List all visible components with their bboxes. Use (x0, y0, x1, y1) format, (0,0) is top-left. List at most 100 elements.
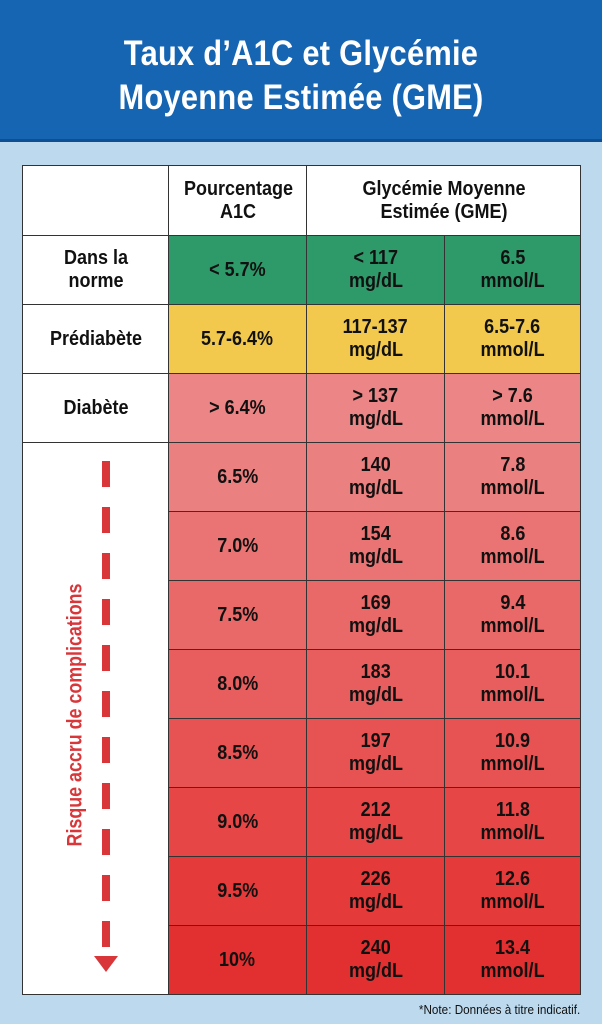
cell-text: mg/dL (348, 822, 403, 844)
mgdl-cell: < 117 mg/dL (306, 235, 445, 305)
mgdl-cell: > 137 mg/dL (306, 373, 445, 443)
cell-text: mg/dL (348, 960, 403, 982)
a1c-row: 8.0% 183 mg/dL 10.1 mmol/L (23, 649, 581, 719)
cell-text: mmol/L (480, 684, 545, 706)
cell-text: 117-137 (342, 316, 409, 338)
category-label: Diabète (22, 373, 169, 443)
cell-text: 8.6 (499, 523, 526, 545)
cell-text: 240 (360, 937, 391, 959)
cell-text: mmol/L (480, 753, 545, 775)
cell-text: mmol/L (480, 615, 545, 637)
mgdl-cell: 226 mg/dL (306, 856, 445, 926)
cell-text: mmol/L (480, 339, 545, 361)
category-row: Diabète > 6.4% > 137 mg/dL > 7.6 mmol/L (22, 373, 581, 443)
cell-text: mg/dL (348, 339, 403, 361)
a1c-row: 10% 240 mg/dL 13.4 mmol/L (23, 925, 581, 995)
a1c-table: Pourcentage A1C Glycémie Moyenne Estimée… (22, 165, 581, 995)
mgdl-cell: 117-137 mg/dL (306, 304, 445, 374)
mmol-cell: 12.6 mmol/L (444, 856, 581, 926)
cell-text: mg/dL (348, 270, 403, 292)
a1c-cell: > 6.4% (168, 373, 307, 443)
a1c-cell: < 5.7% (168, 235, 307, 305)
cell-text: Dans la norme (63, 247, 128, 292)
cell-text: 8.5% (216, 741, 259, 764)
cell-text: 7.5% (216, 603, 259, 626)
cell-text: Prédiabète (49, 327, 142, 350)
mmol-cell: 6.5-7.6 mmol/L (444, 304, 581, 374)
dashed-arrow-line (102, 461, 110, 956)
cell-text: 226 (360, 868, 391, 890)
cell-text: 9.5% (216, 879, 259, 902)
category-row: Dans la norme < 5.7% < 117 mg/dL 6.5 mmol/L (22, 235, 581, 305)
cell-text: > 7.6 (492, 385, 533, 407)
cell-text: mmol/L (480, 822, 545, 844)
cell-text: 7.0% (216, 534, 259, 557)
cell-text: mg/dL (348, 408, 403, 430)
cell-text: mmol/L (480, 270, 545, 292)
cell-text: mg/dL (348, 546, 403, 568)
a1c-row: 7.0% 154 mg/dL 8.6 mmol/L (23, 511, 581, 581)
mmol-cell: 8.6 mmol/L (444, 511, 581, 581)
a1c-cell: 6.5% (168, 442, 307, 512)
title-line: Moyenne Estimée (GME) (118, 78, 484, 117)
cell-text: 10% (219, 948, 256, 971)
mmol-cell: > 7.6 mmol/L (444, 373, 581, 443)
cell-text: mg/dL (348, 891, 403, 913)
cell-text: mmol/L (480, 546, 545, 568)
cell-text: 5.7-6.4% (201, 327, 274, 350)
cell-text: 154 (360, 523, 391, 545)
cell-text: 183 (360, 661, 391, 683)
a1c-row: 9.5% 226 mg/dL 12.6 mmol/L (23, 856, 581, 926)
cell-text: 11.8 (495, 799, 530, 821)
a1c-header: Pourcentage A1C (168, 165, 307, 236)
title-line: Taux d’A1C et Glycémie (123, 34, 479, 73)
a1c-cell: 9.5% (168, 856, 307, 926)
cell-text: 140 (360, 454, 391, 476)
mmol-cell: 10.1 mmol/L (444, 649, 581, 719)
mgdl-cell: 169 mg/dL (306, 580, 445, 650)
a1c-cell: 5.7-6.4% (168, 304, 307, 374)
risk-label: Risque accru de complications (63, 583, 87, 847)
cell-text: mg/dL (348, 477, 403, 499)
risk-indicator: Risque accru de complications (22, 442, 169, 995)
cell-text: 169 (360, 592, 391, 614)
cell-text: < 5.7% (209, 258, 266, 281)
cell-text: 10.9 (494, 730, 531, 752)
cell-text: mmol/L (480, 477, 545, 499)
mmol-cell: 7.8 mmol/L (444, 442, 581, 512)
empty-header-cell (22, 165, 169, 236)
page-title: Taux d’A1C et Glycémie Moyenne Estimée (… (36, 0, 566, 120)
mmol-cell: 6.5 mmol/L (444, 235, 581, 305)
cell-text: 13.4 (494, 937, 531, 959)
footnote: *Note: Données à titre indicatif. (418, 1002, 580, 1017)
cell-text: 6.5% (216, 465, 259, 488)
mmol-cell: 13.4 mmol/L (444, 925, 581, 995)
mgdl-cell: 154 mg/dL (306, 511, 445, 581)
cell-text: 197 (360, 730, 391, 752)
cell-text: Diabète (62, 396, 129, 419)
mgdl-cell: 212 mg/dL (306, 787, 445, 857)
a1c-row: 9.0% 212 mg/dL 11.8 mmol/L (23, 787, 581, 857)
cell-text: 7.8 (499, 454, 526, 476)
category-label: Dans la norme (22, 235, 169, 305)
a1c-cell: 7.0% (168, 511, 307, 581)
title-banner: Taux d’A1C et Glycémie Moyenne Estimée (… (0, 0, 602, 142)
cell-text: 6.5 (499, 247, 526, 269)
cell-text: 6.5-7.6 (484, 316, 541, 338)
cell-text: 9.4 (499, 592, 526, 614)
mmol-cell: 9.4 mmol/L (444, 580, 581, 650)
cell-text: mg/dL (348, 615, 403, 637)
a1c-cell: 9.0% (168, 787, 307, 857)
cell-text: 9.0% (216, 810, 259, 833)
mgdl-cell: 183 mg/dL (306, 649, 445, 719)
cell-text: mmol/L (480, 408, 545, 430)
a1c-row: 7.5% 169 mg/dL 9.4 mmol/L (23, 580, 581, 650)
mgdl-cell: 197 mg/dL (306, 718, 445, 788)
cell-text: mmol/L (480, 891, 545, 913)
mmol-cell: 11.8 mmol/L (444, 787, 581, 857)
cell-text: 12.6 (494, 868, 531, 890)
cell-text: mg/dL (348, 684, 403, 706)
cell-text: mg/dL (348, 753, 403, 775)
cell-text: mmol/L (480, 960, 545, 982)
cell-text: > 137 (352, 385, 399, 407)
